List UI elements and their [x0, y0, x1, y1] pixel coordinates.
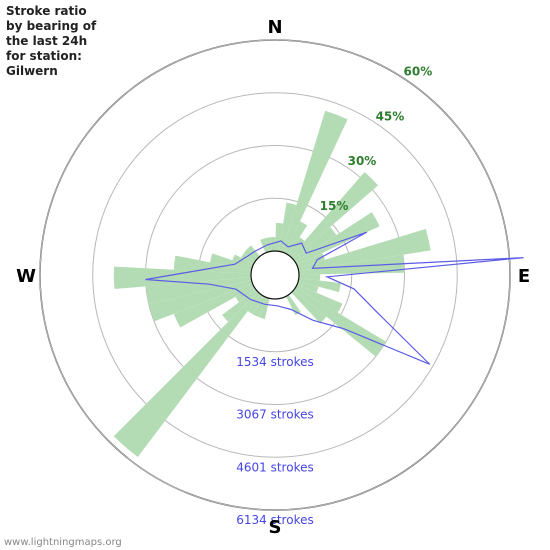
- stroke-count-label: 3067 strokes: [236, 408, 313, 422]
- dir-w: W: [16, 266, 36, 287]
- polar-plot: 60% 45% 30% 15% 1534 strokes 3067 strokes 4601…: [0, 0, 550, 550]
- stroke-count-label: 1534 strokes: [236, 355, 313, 369]
- ring-pct-label: 30%: [348, 154, 377, 168]
- ring-pct-label: 15%: [320, 199, 349, 213]
- center-hole: [251, 251, 299, 299]
- dir-n: N: [267, 17, 282, 38]
- dir-e: E: [518, 266, 530, 287]
- ring-pct-label: 45%: [376, 109, 405, 123]
- credit-text: www.lightningmaps.org: [4, 537, 122, 548]
- dir-s: S: [269, 517, 282, 538]
- ratio-bar: [294, 287, 386, 356]
- stroke-count-label: 4601 strokes: [236, 460, 313, 474]
- ring-pct-label: 60%: [404, 65, 433, 79]
